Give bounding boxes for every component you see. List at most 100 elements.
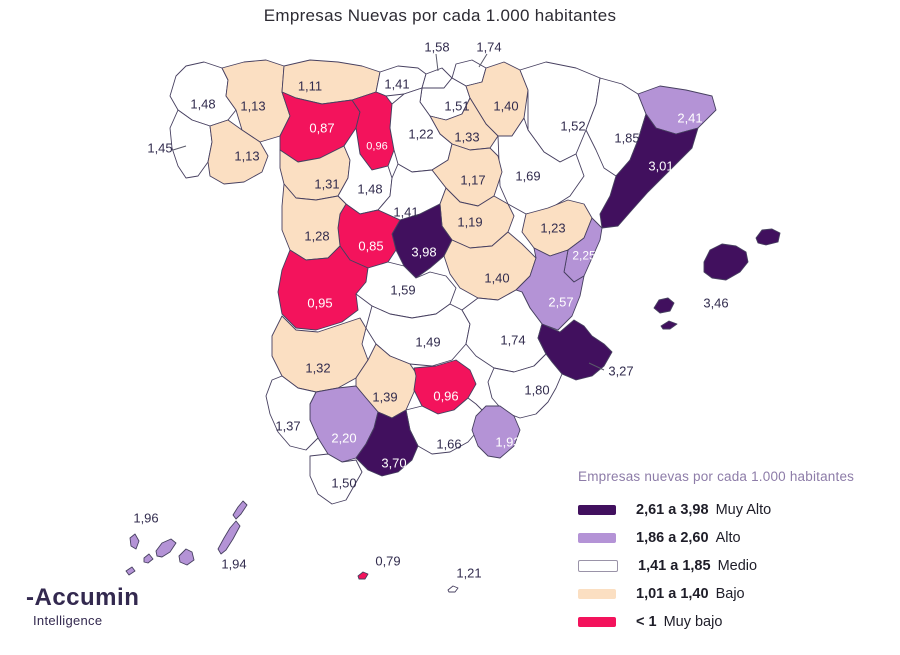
chart-title: Empresas Nuevas por cada 1.000 habitante… [263, 6, 617, 25]
legend-range: 2,61 a 3,98 [636, 502, 709, 518]
region-value-label: 3,46 [703, 296, 728, 311]
legend-swatch-muy-alto [578, 505, 616, 515]
map-region [355, 409, 419, 477]
region-value-label: 0,85 [358, 239, 383, 254]
region-value-label: 1,22 [408, 127, 433, 142]
legend-range: < 1 [636, 614, 657, 630]
region-value-label: 2,57 [548, 295, 573, 310]
region-value-label: 1,85 [614, 131, 639, 146]
region-value-label: 0,96 [366, 141, 387, 153]
legend-range: 1,86 a 2,60 [636, 530, 709, 546]
map-region [232, 500, 248, 520]
region-value-label: 1,74 [500, 333, 525, 348]
region-value-label: 3,27 [608, 364, 633, 379]
map-region [281, 183, 347, 261]
map-region [265, 375, 319, 451]
region-value-label: 1,28 [304, 229, 329, 244]
region-value-label: 1,41 [384, 77, 409, 92]
region-value-label: 2,25 [572, 249, 596, 263]
legend-label: Muy Alto [715, 502, 772, 518]
legend-row: < 1 Muy bajo [578, 608, 893, 636]
region-value-label: 1,37 [275, 419, 300, 434]
legend-row: 1,41 a 1,85 Medio [578, 552, 893, 580]
region-value-label: 1,74 [476, 40, 501, 55]
map-region [207, 119, 269, 185]
accumin-logo: -Accumin Intelligence [26, 584, 140, 629]
legend-label: Bajo [715, 586, 745, 602]
map-region [515, 247, 585, 331]
region-value-label: 1,33 [454, 130, 479, 145]
map-region [155, 538, 177, 558]
region-value-label: 1,13 [240, 99, 265, 114]
region-value-label: 1,93 [495, 435, 520, 450]
region-value-label: 1,58 [424, 40, 449, 55]
legend-label: Medio [717, 558, 758, 574]
map-region [169, 109, 213, 179]
region-value-label: 1,52 [560, 119, 585, 134]
map-region [497, 117, 585, 215]
label-leader-line [172, 145, 187, 151]
map-region [309, 453, 363, 505]
region-value-label: 1,13 [234, 149, 259, 164]
logo-wordmark: -Accumin [26, 584, 140, 611]
legend-title: Empresas nuevas por cada 1.000 habitante… [578, 469, 855, 484]
map-region [129, 533, 140, 550]
map-region [755, 228, 781, 246]
map-region [277, 245, 369, 331]
region-value-label: 1,23 [540, 221, 565, 236]
region-value-label: 1,21 [456, 566, 481, 581]
region-value-label: 1,11 [298, 79, 322, 94]
map-region [178, 548, 195, 566]
map-region [487, 353, 563, 419]
region-value-label: 1,48 [190, 97, 215, 112]
map-region [519, 61, 601, 163]
region-value-label: 1,80 [524, 383, 549, 398]
map-legend: Empresas nuevas por cada 1.000 habitante… [578, 469, 893, 636]
map-region [217, 520, 241, 555]
map-region [703, 243, 749, 281]
region-value-label: 1,19 [457, 215, 482, 230]
map-region [125, 566, 136, 576]
region-value-label: 1,17 [460, 173, 485, 188]
map-region [660, 320, 678, 330]
region-value-label: 2,41 [677, 111, 702, 126]
legend-swatch-medio [578, 560, 618, 572]
region-value-label: 0,87 [309, 121, 334, 136]
region-value-label: 1,96 [133, 511, 158, 526]
label-leader-line [588, 362, 605, 371]
region-value-label: 0,96 [433, 389, 458, 404]
map-region [143, 553, 154, 564]
map-region [357, 571, 369, 580]
region-value-label: 1,48 [357, 182, 382, 197]
region-value-label: 1,49 [415, 335, 440, 350]
region-value-label: 3,70 [381, 456, 406, 471]
region-value-label: 1,50 [331, 476, 356, 491]
region-value-label: 1,41 [393, 205, 418, 220]
legend-swatch-muy-bajo [578, 617, 616, 627]
legend-row: 1,01 a 1,40 Bajo [578, 580, 893, 608]
region-value-label: 1,66 [436, 437, 461, 452]
region-value-label: 1,39 [372, 390, 397, 405]
legend-row: 1,86 a 2,60 Alto [578, 524, 893, 552]
region-value-label: 1,31 [314, 177, 339, 192]
region-value-label: 1,94 [221, 557, 246, 572]
region-value-label: 2,20 [331, 431, 356, 446]
legend-range: 1,01 a 1,40 [636, 586, 709, 602]
region-value-label: 1,32 [305, 361, 330, 376]
region-value-label: 1,40 [484, 271, 509, 286]
region-value-label: 1,59 [390, 283, 415, 298]
region-value-label: 3,98 [411, 245, 436, 260]
legend-range: 1,41 a 1,85 [638, 558, 711, 574]
region-value-label: 1,45 [147, 141, 172, 156]
label-leader-line [478, 53, 488, 68]
map-region [471, 405, 521, 459]
region-value-label: 1,40 [493, 99, 518, 114]
label-leader-line [435, 53, 439, 72]
legend-row: 2,61 a 3,98 Muy Alto [578, 496, 893, 524]
region-value-label: 1,51 [444, 99, 469, 114]
legend-swatch-alto [578, 533, 616, 543]
legend-label: Muy bajo [663, 614, 723, 630]
logo-subtitle: Intelligence [33, 613, 103, 628]
